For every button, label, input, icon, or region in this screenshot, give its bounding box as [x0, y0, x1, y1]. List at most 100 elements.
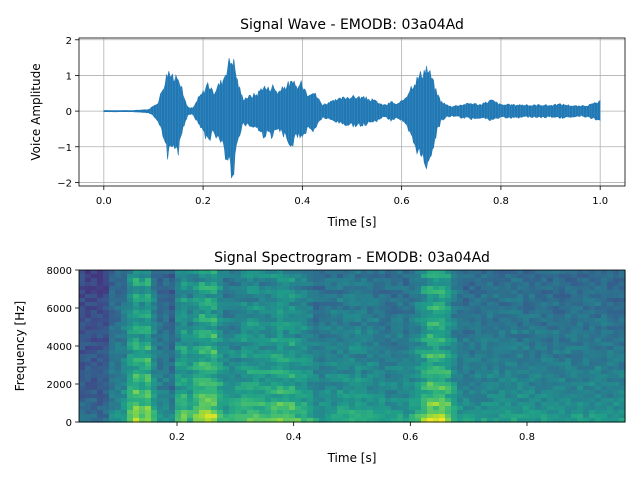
spectrogram-cell — [385, 378, 392, 383]
spectrogram-cell — [127, 298, 134, 303]
spectrogram-cell — [613, 334, 620, 339]
spectrogram-cell — [505, 414, 512, 419]
spectrogram-cell — [601, 334, 608, 339]
spectrogram-cell — [133, 406, 140, 411]
spectrogram-cell — [193, 390, 200, 395]
spectrogram-cell — [157, 366, 164, 371]
spectrogram-cell — [331, 322, 338, 327]
spectrogram-cell — [433, 326, 440, 331]
spectrogram-cell — [283, 358, 290, 363]
spectrogram-cell — [589, 314, 596, 319]
spectrogram-cell — [373, 358, 380, 363]
spectrogram-x-tick-label: 0.6 — [402, 432, 418, 443]
spectrogram-cell — [103, 334, 110, 339]
spectrogram-cell — [301, 270, 308, 275]
spectrogram-cell — [523, 326, 530, 331]
spectrogram-cell — [295, 350, 302, 355]
spectrogram-cell — [475, 282, 482, 287]
spectrogram-cell — [403, 318, 410, 323]
spectrogram-cell — [469, 286, 476, 291]
spectrogram-cell — [175, 366, 182, 371]
spectrogram-cell — [529, 294, 536, 299]
spectrogram-cell — [361, 354, 368, 359]
spectrogram-cell — [367, 374, 374, 379]
spectrogram-cell — [373, 366, 380, 371]
spectrogram-cell — [331, 418, 338, 423]
spectrogram-cell — [253, 406, 260, 411]
spectrogram-cell — [91, 294, 98, 299]
spectrogram-cell — [487, 318, 494, 323]
spectrogram-cell — [229, 362, 236, 367]
spectrogram-cell — [187, 394, 194, 399]
spectrogram-cell — [181, 410, 188, 415]
spectrogram-cell — [289, 354, 296, 359]
spectrogram-cell — [469, 362, 476, 367]
spectrogram-cell — [481, 346, 488, 351]
spectrogram-cell — [211, 326, 218, 331]
spectrogram-cell — [601, 370, 608, 375]
spectrogram-cell — [511, 342, 518, 347]
spectrogram-cell — [97, 310, 104, 315]
spectrogram-cell — [553, 334, 560, 339]
spectrogram-cell — [445, 382, 452, 387]
spectrogram-cell — [589, 382, 596, 387]
spectrogram-cell — [115, 398, 122, 403]
spectrogram-cell — [601, 346, 608, 351]
spectrogram-cell — [487, 306, 494, 311]
spectrogram-cell — [163, 302, 170, 307]
spectrogram-cell — [229, 294, 236, 299]
spectrogram-cell — [391, 414, 398, 419]
spectrogram-cell — [379, 334, 386, 339]
spectrogram-cell — [439, 346, 446, 351]
spectrogram-cell — [523, 290, 530, 295]
spectrogram-cell — [205, 298, 212, 303]
spectrogram-cell — [541, 394, 548, 399]
spectrogram-cell — [271, 358, 278, 363]
spectrogram-cell — [91, 390, 98, 395]
spectrogram-cell — [91, 322, 98, 327]
spectrogram-cell — [85, 270, 92, 275]
spectrogram-cell — [547, 362, 554, 367]
spectrogram-cell — [541, 378, 548, 383]
spectrogram-cell — [277, 306, 284, 311]
spectrogram-cell — [199, 294, 206, 299]
spectrogram-cell — [343, 354, 350, 359]
spectrogram-cell — [331, 402, 338, 407]
spectrogram-cell — [331, 386, 338, 391]
spectrogram-cell — [553, 338, 560, 343]
spectrogram-cell — [367, 270, 374, 275]
spectrogram-cell — [505, 298, 512, 303]
spectrogram-cell — [547, 338, 554, 343]
spectrogram-cell — [307, 286, 314, 291]
spectrogram-cell — [499, 302, 506, 307]
spectrogram-cell — [277, 414, 284, 419]
spectrogram-cell — [391, 294, 398, 299]
spectrogram-cell — [205, 386, 212, 391]
spectrogram-cell — [355, 374, 362, 379]
spectrogram-cell — [247, 354, 254, 359]
spectrogram-cell — [217, 346, 224, 351]
spectrogram-cell — [601, 406, 608, 411]
spectrogram-cell — [193, 330, 200, 335]
spectrogram-cell — [607, 386, 614, 391]
spectrogram-cell — [559, 358, 566, 363]
spectrogram-cell — [427, 362, 434, 367]
spectrogram-cell — [361, 370, 368, 375]
spectrogram-cell — [235, 342, 242, 347]
spectrogram-cell — [295, 286, 302, 291]
spectrogram-cell — [613, 322, 620, 327]
spectrogram-cell — [157, 378, 164, 383]
spectrogram-cell — [121, 318, 128, 323]
spectrogram-cell — [571, 418, 578, 423]
spectrogram-cell — [133, 374, 140, 379]
spectrogram-cell — [589, 330, 596, 335]
spectrogram-cell — [553, 274, 560, 279]
wave-y-tick-label: −2 — [57, 178, 72, 189]
spectrogram-cell — [271, 306, 278, 311]
spectrogram-cell — [121, 350, 128, 355]
spectrogram-cell — [547, 378, 554, 383]
spectrogram-cell — [577, 378, 584, 383]
spectrogram-cell — [313, 374, 320, 379]
spectrogram-cell — [499, 354, 506, 359]
spectrogram-cell — [217, 378, 224, 383]
